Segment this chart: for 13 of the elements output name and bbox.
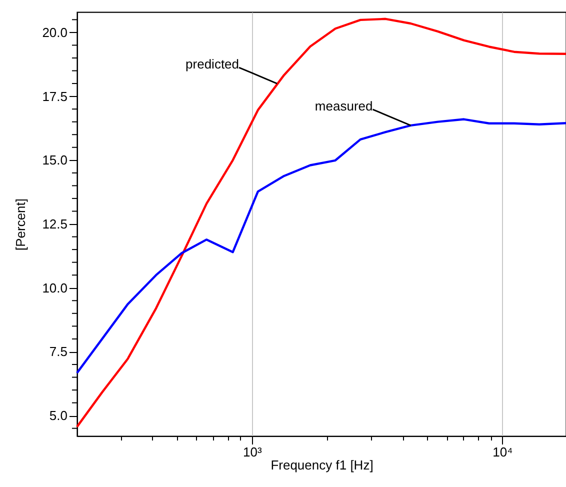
x-tick-label: 10⁴ xyxy=(492,444,513,460)
y-tick-label: 17.5 xyxy=(42,88,68,104)
x-tick-label: 10³ xyxy=(243,444,262,460)
y-tick-label: 7.5 xyxy=(49,344,68,360)
annotation: predicted xyxy=(186,56,240,72)
y-axis-title: [Percent] xyxy=(13,198,28,251)
y-tick-label: 15.0 xyxy=(42,152,68,168)
x-axis-title: Frequency f1 [Hz] xyxy=(270,458,374,472)
y-tick-label: 10.0 xyxy=(42,280,68,296)
y-tick-label: 20.0 xyxy=(42,24,68,40)
y-tick-label: 5.0 xyxy=(49,408,68,424)
y-tick-label: 12.5 xyxy=(42,216,68,232)
annotation: measured xyxy=(314,98,373,114)
